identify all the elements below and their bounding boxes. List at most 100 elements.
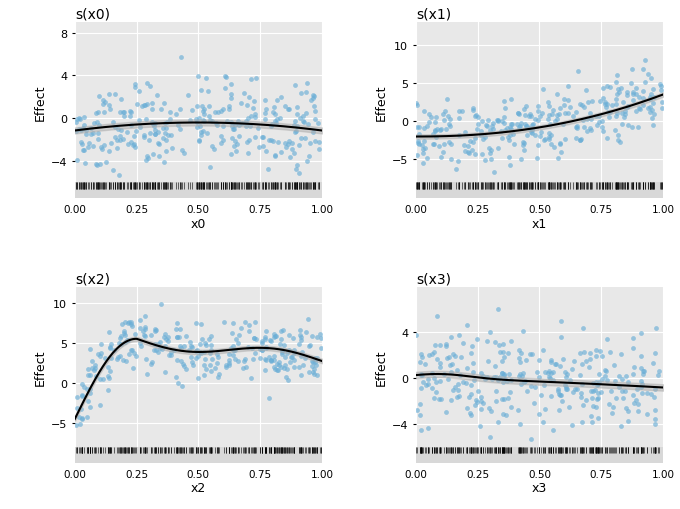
Point (428, 141, 439, 149)
Point (197, 103, 207, 111)
Point (160, 148, 171, 156)
Point (631, 385, 642, 393)
Point (227, 342, 238, 350)
Point (573, 68, 583, 76)
Point (645, 93, 656, 101)
Point (636, 383, 647, 391)
Point (422, 424, 433, 432)
Point (486, 407, 497, 415)
Point (197, 335, 208, 344)
Point (524, 113, 534, 121)
Point (187, 358, 198, 366)
Point (581, 128, 592, 136)
X-axis label: x1: x1 (532, 217, 547, 230)
Point (231, 148, 241, 156)
Point (460, 128, 471, 136)
Point (503, 153, 514, 161)
Point (217, 123, 228, 131)
Point (567, 113, 578, 121)
Point (89, 364, 100, 372)
Point (262, 165, 273, 174)
Point (504, 136, 515, 145)
Point (443, 375, 454, 383)
Point (520, 102, 531, 110)
Point (575, 393, 586, 401)
Point (462, 404, 473, 412)
Point (199, 106, 209, 114)
Point (526, 128, 537, 136)
Point (596, 388, 607, 397)
Point (199, 372, 209, 380)
Point (626, 66, 637, 74)
Point (519, 106, 530, 114)
Point (617, 394, 628, 402)
Point (475, 127, 486, 135)
Point (115, 340, 126, 348)
Point (466, 343, 477, 351)
Point (416, 384, 427, 392)
Point (197, 108, 208, 116)
Point (227, 352, 238, 360)
Point (499, 127, 510, 135)
Point (91, 372, 102, 380)
Point (82, 413, 92, 421)
Point (200, 365, 211, 374)
Point (414, 400, 425, 408)
Point (75, 138, 86, 147)
Point (277, 346, 288, 354)
Point (194, 340, 205, 348)
Point (449, 383, 460, 391)
Point (498, 395, 509, 404)
Point (158, 333, 169, 342)
Point (623, 379, 634, 387)
Point (608, 403, 619, 411)
Point (196, 132, 207, 140)
Point (109, 124, 120, 132)
Point (140, 156, 151, 164)
Point (464, 137, 475, 146)
Point (212, 122, 223, 130)
Point (547, 369, 558, 377)
Point (530, 384, 541, 392)
Point (577, 324, 588, 332)
Point (290, 118, 301, 126)
Point (538, 86, 549, 94)
Point (631, 108, 642, 116)
Point (577, 401, 588, 409)
Point (646, 75, 657, 83)
Point (471, 126, 482, 134)
Point (151, 346, 162, 354)
Point (646, 91, 657, 99)
Point (492, 376, 503, 384)
Point (413, 124, 424, 132)
Point (477, 118, 488, 126)
Point (447, 386, 458, 394)
Point (282, 377, 293, 385)
Point (608, 361, 619, 369)
Point (129, 84, 140, 92)
Point (133, 88, 144, 96)
Point (140, 102, 151, 110)
Point (289, 363, 300, 372)
Point (456, 108, 467, 116)
Point (454, 108, 465, 116)
Point (161, 125, 172, 133)
Point (165, 132, 176, 140)
Point (186, 343, 197, 351)
Point (264, 353, 275, 361)
Point (486, 156, 496, 164)
Point (545, 357, 556, 365)
Point (139, 323, 150, 331)
Point (581, 357, 592, 365)
Point (463, 149, 474, 157)
Point (600, 103, 611, 111)
Point (93, 122, 104, 130)
Point (78, 147, 89, 155)
Point (554, 140, 565, 149)
Point (294, 142, 305, 150)
Point (309, 370, 320, 378)
Point (260, 116, 271, 124)
Point (418, 378, 429, 386)
Point (611, 113, 622, 121)
Point (231, 335, 241, 343)
